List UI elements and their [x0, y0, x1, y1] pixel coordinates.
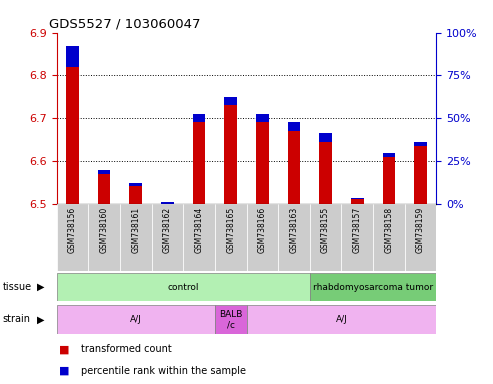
- Bar: [66, 46, 79, 67]
- FancyBboxPatch shape: [183, 204, 215, 271]
- Text: GSM738165: GSM738165: [226, 207, 235, 253]
- FancyBboxPatch shape: [246, 204, 278, 271]
- Text: ▶: ▶: [36, 314, 44, 324]
- Text: percentile rank within the sample: percentile rank within the sample: [81, 366, 246, 376]
- FancyBboxPatch shape: [152, 204, 183, 271]
- Text: A/J: A/J: [130, 315, 141, 324]
- FancyBboxPatch shape: [373, 204, 405, 271]
- FancyBboxPatch shape: [310, 273, 436, 301]
- Text: GSM738159: GSM738159: [416, 207, 425, 253]
- Text: GSM738161: GSM738161: [131, 207, 141, 253]
- Bar: [256, 122, 269, 204]
- Bar: [224, 105, 237, 204]
- FancyBboxPatch shape: [57, 204, 88, 271]
- Text: tissue: tissue: [2, 282, 32, 292]
- Text: rhabdomyosarcoma tumor: rhabdomyosarcoma tumor: [313, 283, 433, 291]
- Bar: [383, 153, 395, 157]
- Text: GSM738160: GSM738160: [100, 207, 108, 253]
- Text: GSM738162: GSM738162: [163, 207, 172, 253]
- Text: GDS5527 / 103060047: GDS5527 / 103060047: [49, 17, 201, 30]
- Bar: [193, 114, 206, 122]
- Text: GSM738166: GSM738166: [258, 207, 267, 253]
- Bar: [193, 122, 206, 204]
- Text: transformed count: transformed count: [81, 344, 172, 354]
- FancyBboxPatch shape: [215, 204, 246, 271]
- Text: GSM738163: GSM738163: [289, 207, 298, 253]
- FancyBboxPatch shape: [215, 305, 246, 334]
- FancyBboxPatch shape: [246, 305, 436, 334]
- FancyBboxPatch shape: [310, 204, 341, 271]
- Bar: [98, 170, 110, 174]
- FancyBboxPatch shape: [57, 273, 310, 301]
- Bar: [224, 97, 237, 105]
- Bar: [98, 174, 110, 204]
- Bar: [256, 114, 269, 122]
- Bar: [161, 202, 174, 204]
- FancyBboxPatch shape: [278, 204, 310, 271]
- Bar: [414, 146, 427, 204]
- FancyBboxPatch shape: [88, 204, 120, 271]
- Bar: [351, 197, 363, 199]
- Bar: [414, 142, 427, 146]
- Bar: [130, 183, 142, 186]
- FancyBboxPatch shape: [341, 204, 373, 271]
- Bar: [287, 131, 300, 204]
- Bar: [66, 67, 79, 204]
- Text: control: control: [168, 283, 199, 291]
- Text: ▶: ▶: [36, 282, 44, 292]
- Text: GSM738156: GSM738156: [68, 207, 77, 253]
- Bar: [383, 157, 395, 204]
- FancyBboxPatch shape: [57, 305, 215, 334]
- Text: A/J: A/J: [336, 315, 347, 324]
- FancyBboxPatch shape: [120, 204, 152, 271]
- FancyBboxPatch shape: [405, 204, 436, 271]
- Bar: [319, 133, 332, 142]
- Text: GSM738155: GSM738155: [321, 207, 330, 253]
- Bar: [319, 142, 332, 204]
- Bar: [287, 122, 300, 131]
- Bar: [130, 187, 142, 204]
- Text: strain: strain: [2, 314, 31, 324]
- Bar: [351, 199, 363, 204]
- Text: GSM738157: GSM738157: [352, 207, 362, 253]
- Text: ■: ■: [59, 366, 70, 376]
- Text: GSM738164: GSM738164: [195, 207, 204, 253]
- Text: ■: ■: [59, 344, 70, 354]
- Text: BALB
/c: BALB /c: [219, 310, 243, 329]
- Text: GSM738158: GSM738158: [385, 207, 393, 253]
